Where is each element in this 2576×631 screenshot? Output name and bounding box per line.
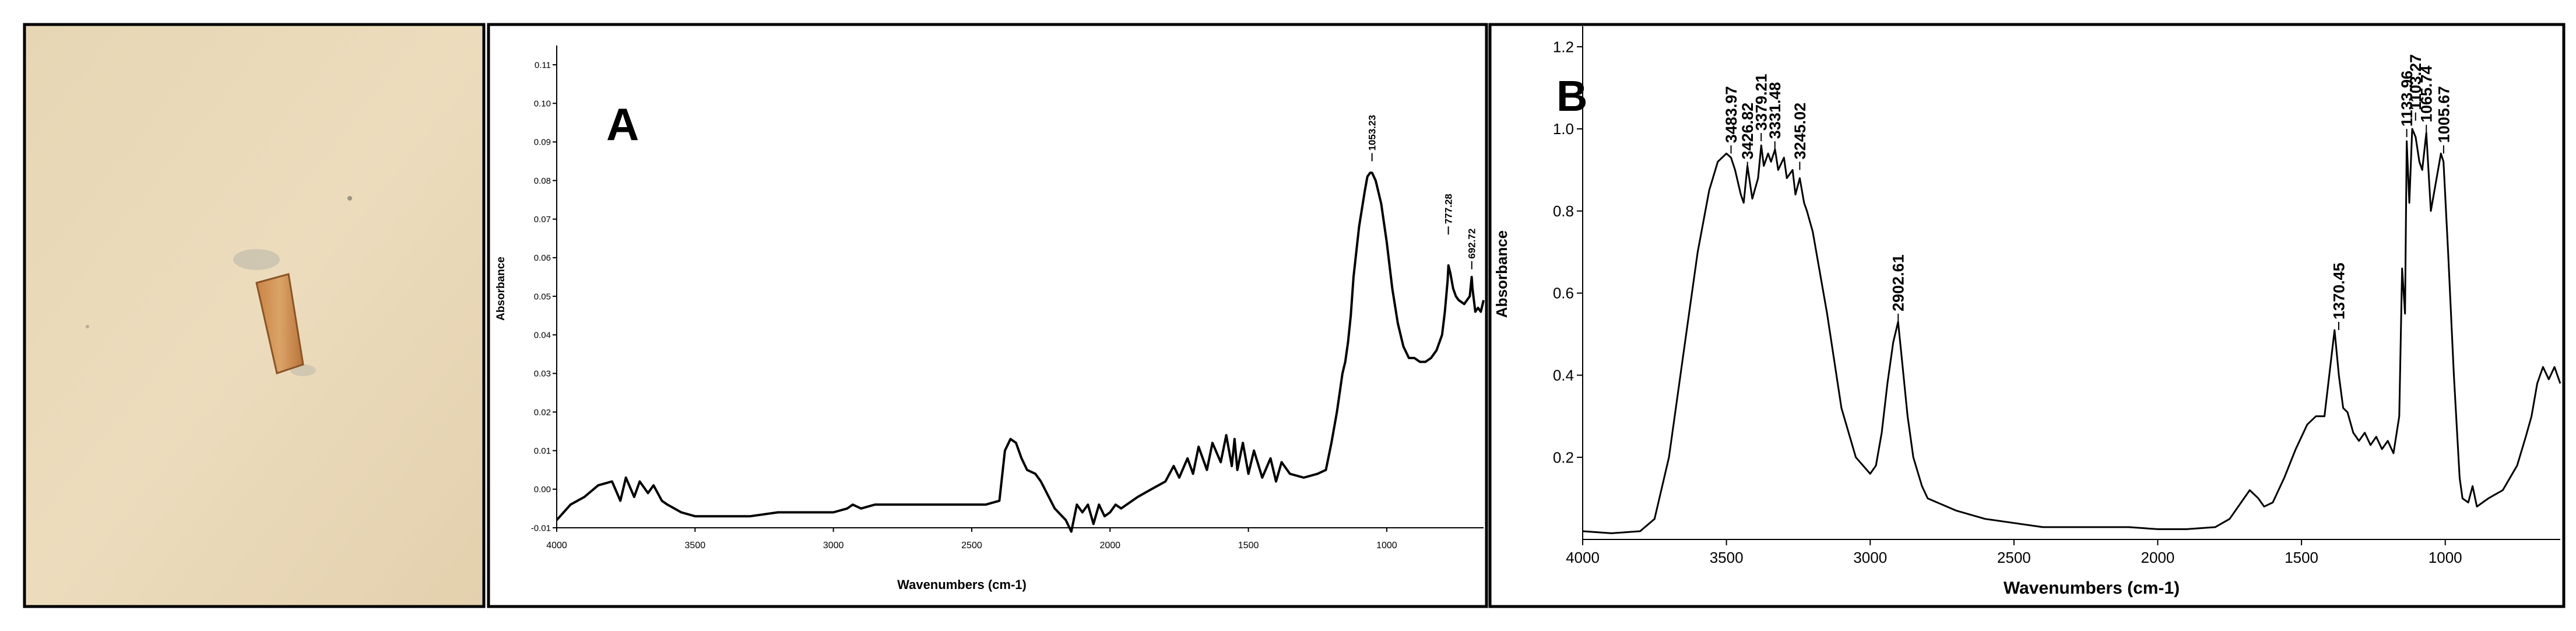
x-tick-label: 1000 — [1376, 541, 1397, 551]
x-tick-label: 4000 — [546, 541, 567, 551]
panel-a-letter: A — [606, 99, 639, 150]
peak-label: 1065.74 — [2418, 65, 2436, 122]
y-tick-label: 0.2 — [1553, 448, 1574, 466]
y-tick-label: -0.01 — [531, 523, 551, 533]
x-tick-label: 2000 — [2141, 549, 2175, 566]
peak-label: 1103.27 — [2407, 54, 2424, 110]
spectrum-panel-b: B Absorbance Wavenumbers (cm-1) 0.20.40.… — [1488, 23, 2566, 608]
peak-label: 3331.48 — [1766, 82, 1784, 139]
x-tick-label: 3000 — [823, 541, 844, 551]
x-tick-label: 3500 — [685, 541, 706, 551]
peak-label: 1370.45 — [2330, 262, 2347, 320]
y-tick-label: 0.05 — [534, 292, 551, 302]
peak-label: 3379.21 — [1753, 74, 1770, 131]
panel-b-border — [1488, 23, 2566, 608]
photo-frame — [23, 23, 486, 608]
specimen-photo — [24, 24, 484, 607]
spectrum-panel-a: A Absorbance Wavenumbers (cm-1) -0.01 0.0… — [487, 23, 1488, 608]
y-tick-label: 0.07 — [534, 215, 551, 225]
wood-fragment — [255, 273, 304, 374]
x-tick-label: 3000 — [1853, 549, 1887, 566]
y-tick-label: 0.00 — [534, 485, 551, 495]
y-tick-label: 0.06 — [534, 253, 551, 263]
peak-label: 3245.02 — [1791, 103, 1809, 160]
y-tick-label: 0.02 — [534, 408, 551, 418]
x-tick-label: 1500 — [1238, 541, 1259, 551]
peak-label: 1053.23 — [1367, 115, 1378, 150]
y-tick-label: 0.10 — [534, 99, 551, 108]
x-tick-label: 2500 — [961, 541, 982, 551]
peak-label: 3426.82 — [1739, 103, 1756, 160]
x-tick-label: 4000 — [1566, 549, 1600, 566]
peak-label: 777.28 — [1443, 194, 1454, 224]
x-tick-label: 2500 — [1997, 549, 2031, 566]
y-tick-label: 0.01 — [534, 446, 551, 456]
y-tick-label: 0.4 — [1553, 367, 1574, 384]
y-tick-label: 1.2 — [1553, 38, 1574, 55]
panel-b-y-axis-title: Absorbance — [1493, 230, 1510, 318]
panel-b-x-axis-title: Wavenumbers (cm-1) — [2004, 579, 2180, 598]
spectrum-line — [1582, 128, 2561, 534]
x-tick-label: 1500 — [2285, 549, 2318, 566]
peak-label: 2902.61 — [1890, 254, 1907, 311]
y-tick-label: 0.8 — [1553, 202, 1574, 220]
y-tick-label: 0.03 — [534, 369, 551, 379]
panel-a-x-axis-title: Wavenumbers (cm-1) — [897, 577, 1027, 592]
spectrum-line — [556, 171, 1485, 533]
peak-label: 692.72 — [1467, 229, 1478, 259]
y-tick-label: 0.6 — [1553, 285, 1574, 302]
peak-label: 1133.96 — [2398, 71, 2416, 127]
x-tick-label: 1000 — [2429, 549, 2462, 566]
x-tick-label: 2000 — [1099, 541, 1120, 551]
panel-a-y-axis-title: Absorbance — [495, 257, 507, 321]
y-tick-label: 0.04 — [534, 330, 551, 340]
y-tick-label: 0.09 — [534, 138, 551, 148]
panel-a-border — [487, 23, 1488, 608]
peak-label: 3483.97 — [1723, 86, 1740, 143]
x-tick-label: 3500 — [1710, 549, 1744, 566]
y-tick-label: 1.0 — [1553, 120, 1574, 138]
y-tick-label: 0.08 — [534, 176, 551, 186]
y-tick-label: 0.11 — [535, 60, 551, 70]
peak-label: 1005.67 — [2435, 86, 2452, 143]
